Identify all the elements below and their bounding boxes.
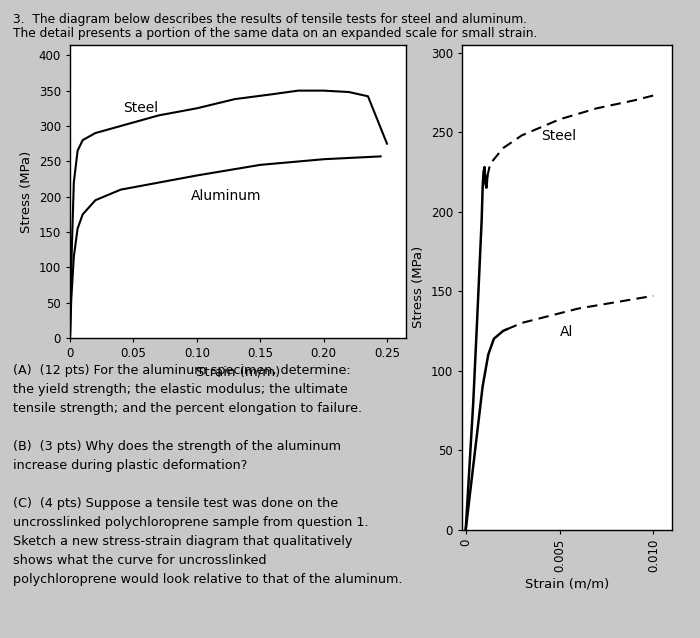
Text: The detail presents a portion of the same data on an expanded scale for small st: The detail presents a portion of the sam… (13, 27, 537, 40)
Text: Aluminum: Aluminum (190, 189, 261, 204)
Text: Steel: Steel (540, 129, 576, 143)
Text: Al: Al (559, 325, 573, 339)
X-axis label: Strain (m/m): Strain (m/m) (196, 366, 280, 379)
Y-axis label: Stress (MPa): Stress (MPa) (20, 151, 33, 232)
Y-axis label: Stress (MPa): Stress (MPa) (412, 246, 425, 328)
X-axis label: Strain (m/m): Strain (m/m) (525, 577, 609, 591)
Text: Steel: Steel (123, 101, 158, 115)
Text: (A)  (12 pts) For the aluminum specimen, determine:
the yield strength; the elas: (A) (12 pts) For the aluminum specimen, … (13, 364, 402, 586)
Text: 3.  The diagram below describes the results of tensile tests for steel and alumi: 3. The diagram below describes the resul… (13, 13, 526, 26)
